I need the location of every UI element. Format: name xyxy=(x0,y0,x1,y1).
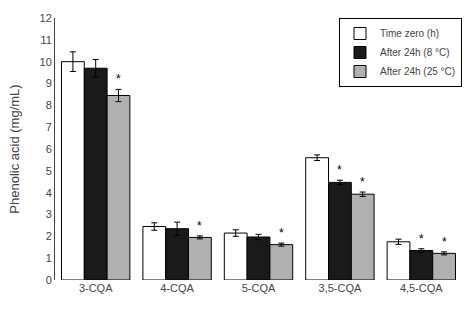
svg-text:*: * xyxy=(116,72,121,86)
svg-text:6: 6 xyxy=(46,143,52,155)
svg-text:11: 11 xyxy=(40,34,51,46)
svg-text:0: 0 xyxy=(46,274,52,286)
svg-text:Time zero (h): Time zero (h) xyxy=(380,28,439,39)
svg-text:4: 4 xyxy=(46,187,52,199)
svg-text:*: * xyxy=(442,235,447,249)
svg-text:*: * xyxy=(279,226,284,240)
svg-text:8: 8 xyxy=(46,99,52,111)
svg-text:After 24h (8 °C): After 24h (8 °C) xyxy=(380,47,450,58)
svg-text:7: 7 xyxy=(46,121,52,133)
svg-text:2: 2 xyxy=(46,230,52,242)
svg-text:4,5-CQA: 4,5-CQA xyxy=(400,282,443,294)
svg-text:3,5-CQA: 3,5-CQA xyxy=(319,282,362,294)
svg-text:5-CQA: 5-CQA xyxy=(242,282,276,294)
svg-text:1: 1 xyxy=(46,252,52,264)
svg-text:5: 5 xyxy=(46,165,52,177)
svg-text:9: 9 xyxy=(46,77,52,89)
svg-text:*: * xyxy=(337,163,342,177)
svg-text:Phenolic acid (mg/mL): Phenolic acid (mg/mL) xyxy=(7,84,22,213)
svg-text:3: 3 xyxy=(46,208,52,220)
svg-text:12: 12 xyxy=(40,12,52,24)
svg-text:3-CQA: 3-CQA xyxy=(79,282,113,294)
svg-text:*: * xyxy=(419,232,424,246)
svg-text:*: * xyxy=(197,219,202,233)
svg-text:10: 10 xyxy=(40,56,52,68)
svg-text:4-CQA: 4-CQA xyxy=(160,282,194,294)
svg-text:After 24h (25 °C): After 24h (25 °C) xyxy=(380,66,455,77)
svg-text:*: * xyxy=(360,175,365,189)
